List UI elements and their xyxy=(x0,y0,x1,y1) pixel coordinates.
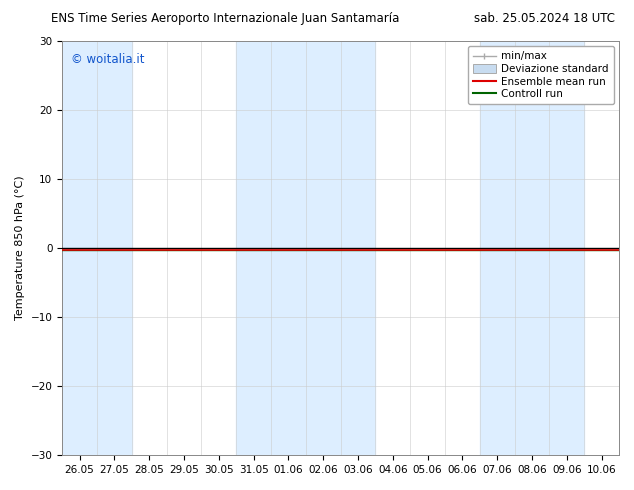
Y-axis label: Temperature 850 hPa (°C): Temperature 850 hPa (°C) xyxy=(15,176,25,320)
Bar xyxy=(62,41,132,455)
Text: © woitalia.it: © woitalia.it xyxy=(70,53,144,67)
Text: sab. 25.05.2024 18 UTC: sab. 25.05.2024 18 UTC xyxy=(474,12,615,25)
Bar xyxy=(480,41,584,455)
Bar xyxy=(236,41,375,455)
Text: ENS Time Series Aeroporto Internazionale Juan Santamaría: ENS Time Series Aeroporto Internazionale… xyxy=(51,12,399,25)
Legend: min/max, Deviazione standard, Ensemble mean run, Controll run: min/max, Deviazione standard, Ensemble m… xyxy=(468,46,614,104)
